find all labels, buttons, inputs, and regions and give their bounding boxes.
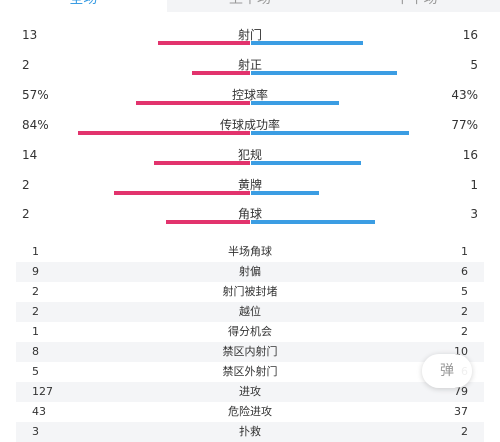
stat-label: 扑救 [239,425,261,438]
home-bar [166,220,250,224]
tab-second-half[interactable]: 下半场 [333,0,500,12]
home-bar [136,101,250,105]
home-value: 2 [22,207,30,221]
away-value: 16 [462,28,478,42]
stat-label: 犯规 [237,148,262,162]
away-bar [251,131,409,135]
stat-label: 危险进攻 [228,405,272,418]
away-bar [251,161,361,165]
stat-label: 角球 [237,207,262,221]
home-value: 9 [32,265,39,278]
home-value: 2 [32,285,39,298]
tab-first-half[interactable]: 上半场 [166,0,334,12]
stat-label: 禁区内射门 [222,345,278,358]
table-row: 127 进攻 79 [16,382,484,402]
home-value: 84% [22,118,49,132]
bar-stat-row: 84% 传球成功率 77% [0,118,500,148]
danmu-button[interactable]: 弹 [422,354,472,388]
bar-stat-row: 57% 控球率 43% [0,88,500,118]
bar-stat-row: 14 犯规 16 [0,148,500,178]
period-tabs: 全场 上半场 下半场 [0,0,500,12]
away-bar [251,101,339,105]
home-bar [154,161,250,165]
away-value: 43% [451,88,478,102]
away-value: 6 [461,265,468,278]
home-bar [114,191,250,195]
away-value: 3 [470,207,478,221]
bar-stat-row: 2 射正 5 [0,58,500,88]
stat-label: 控球率 [231,88,268,102]
away-value: 79 [454,385,468,398]
stat-label: 射正 [237,58,262,72]
home-value: 127 [32,385,53,398]
home-value: 8 [32,345,39,358]
away-bar [251,71,397,75]
away-value: 77% [451,118,478,132]
away-value: 1 [461,245,468,258]
table-row: 8 禁区内射门 10 [16,342,484,362]
away-bar [251,41,363,45]
home-bar [158,41,250,45]
table-row: 1 得分机会 2 [16,322,484,342]
home-bar [78,131,250,135]
home-value: 2 [32,305,39,318]
home-value: 2 [22,178,30,192]
tab-full-match[interactable]: 全场 [0,0,167,12]
stat-label: 半场角球 [228,245,272,258]
table-row: 3 扑救 2 [16,422,484,442]
home-value: 1 [32,325,39,338]
away-bar [251,220,375,224]
stat-label: 越位 [239,305,261,318]
away-value: 2 [461,305,468,318]
away-value: 2 [461,325,468,338]
stat-label: 进攻 [239,385,261,398]
stat-label: 得分机会 [228,325,272,338]
home-value: 2 [22,58,30,72]
table-row: 1 半场角球 1 [16,242,484,262]
stat-label: 黄牌 [237,178,262,192]
stat-label: 传球成功率 [219,118,280,132]
home-value: 5 [32,365,39,378]
away-value: 5 [470,58,478,72]
stat-label: 射门被封堵 [222,285,278,298]
home-value: 13 [22,28,38,42]
away-value: 5 [461,285,468,298]
stats-table: 1 半场角球 1 9 射偏 6 2 射门被封堵 5 2 越位 2 1 得分机会 2 8 禁区内射门 10 5 禁区外射… [16,242,484,442]
table-row: 2 射门被封堵 5 [16,282,484,302]
bar-stat-row: 13 射门 16 [0,28,500,58]
home-value: 57% [22,88,49,102]
away-value: 37 [454,405,468,418]
away-value: 16 [462,148,478,162]
away-value: 1 [470,178,478,192]
away-bar [251,191,319,195]
stat-label: 射偏 [239,265,261,278]
bar-stat-row: 2 角球 3 [0,207,500,237]
table-row: 2 越位 2 [16,302,484,322]
stat-label: 禁区外射门 [222,365,278,378]
away-value: 2 [461,425,468,438]
table-row: 5禁区外射门6 [16,362,484,382]
home-bar [192,71,250,75]
home-value: 43 [32,405,46,418]
table-row: 43 危险进攻 37 [16,402,484,422]
home-value: 3 [32,425,39,438]
home-value: 1 [32,245,39,258]
table-row: 9 射偏 6 [16,262,484,282]
stat-label: 射门 [237,28,262,42]
home-value: 14 [22,148,38,162]
bar-stat-row: 2 黄牌 1 [0,178,500,208]
